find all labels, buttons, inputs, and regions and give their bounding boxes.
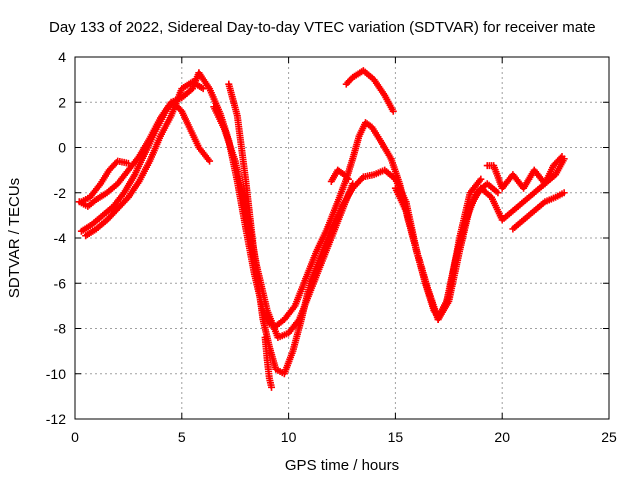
x-tick-label: 25 <box>601 429 617 445</box>
data-series <box>75 67 568 391</box>
y-axis-label: SDTVAR / TECUs <box>6 178 23 298</box>
y-tick-label: -10 <box>46 366 66 382</box>
y-tick-label: -2 <box>54 185 67 201</box>
x-tick-label: 15 <box>388 429 404 445</box>
data-point <box>557 154 565 162</box>
data-point <box>477 175 485 183</box>
axis-ticks: 0 5 10 15 20 25 -12 -10 -8 -6 -4 -2 0 2 4 <box>46 49 617 445</box>
x-tick-label: 0 <box>71 429 79 445</box>
data-point <box>343 174 351 182</box>
x-axis-label: GPS time / hours <box>285 457 399 474</box>
data-point <box>389 107 397 115</box>
data-point <box>560 189 568 197</box>
y-tick-label: -4 <box>54 230 67 246</box>
y-tick-label: 0 <box>58 140 66 156</box>
x-tick-label: 10 <box>281 429 297 445</box>
y-tick-label: -6 <box>54 275 67 291</box>
y-tick-label: -8 <box>54 321 67 337</box>
data-point <box>124 159 132 167</box>
data-point <box>494 189 502 197</box>
data-point <box>344 175 352 183</box>
data-point <box>199 85 207 93</box>
data-point <box>558 153 566 161</box>
data-point <box>349 180 357 188</box>
y-tick-label: -12 <box>46 411 66 427</box>
data-point <box>268 383 276 391</box>
y-tick-label: 4 <box>58 49 66 65</box>
x-tick-label: 20 <box>494 429 510 445</box>
data-point <box>206 157 214 165</box>
chart-title: Day 133 of 2022, Sidereal Day-to-day VTE… <box>49 19 596 36</box>
x-tick-label: 5 <box>178 429 186 445</box>
y-tick-label: 2 <box>58 94 66 110</box>
